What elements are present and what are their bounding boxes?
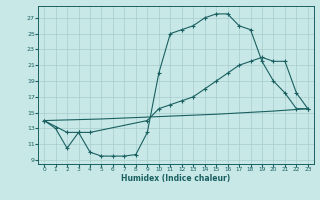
X-axis label: Humidex (Indice chaleur): Humidex (Indice chaleur) — [121, 174, 231, 183]
